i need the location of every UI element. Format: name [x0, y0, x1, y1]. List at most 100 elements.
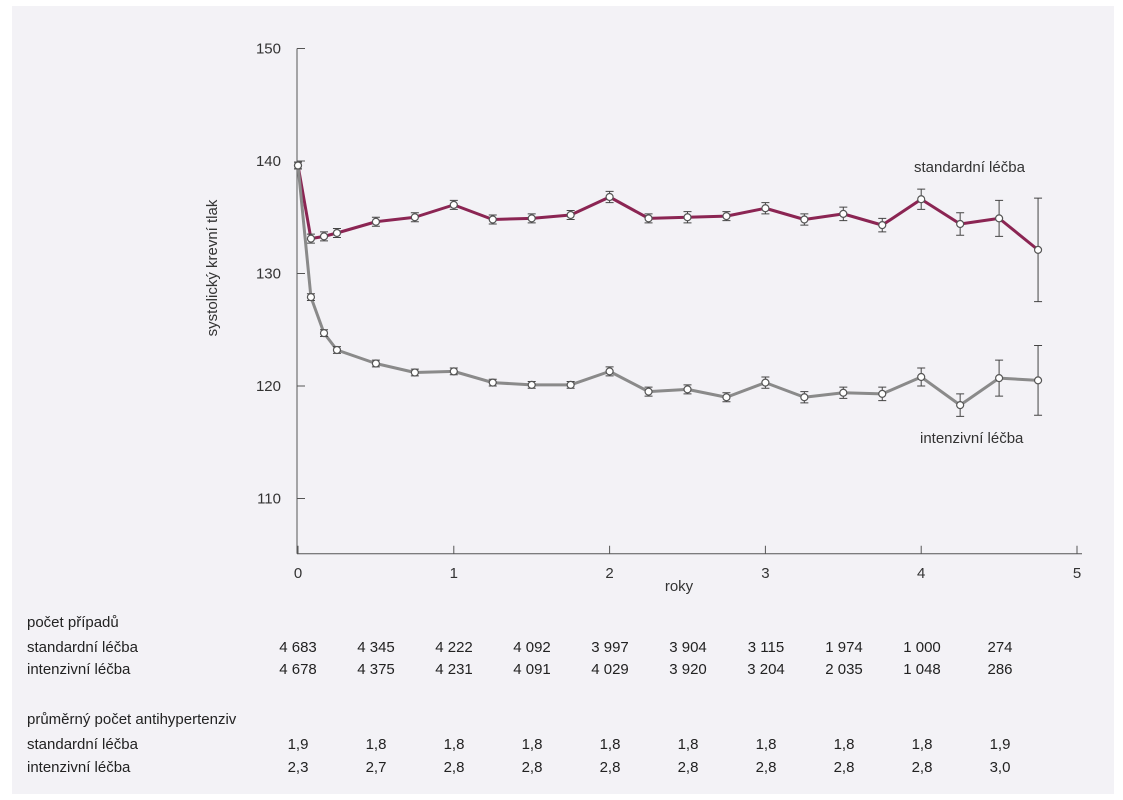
table-cell: 2,8 [911, 759, 933, 776]
data-point [566, 210, 575, 220]
table-cell: 4 222 [435, 639, 473, 656]
data-point [1033, 245, 1043, 254]
data-point [605, 192, 614, 202]
data-point [761, 204, 770, 213]
data-point [839, 209, 848, 218]
table-cell: 4 092 [513, 639, 551, 656]
table-row-label: intenzivní léčba [27, 661, 131, 678]
table-cell: 2,8 [833, 759, 855, 776]
data-point [566, 380, 575, 389]
table-cell: 2,8 [521, 759, 543, 776]
table-cell: 1 048 [903, 661, 941, 678]
table-cell: 1,8 [755, 736, 777, 753]
table-cell: 4 678 [279, 661, 317, 678]
data-point [878, 221, 887, 230]
table-row-label: standardní léčba [27, 639, 138, 656]
x-tick-label: 5 [1073, 565, 1081, 582]
y-axis-label: systolický krevní tlak [204, 199, 221, 336]
data-point [839, 388, 848, 397]
data-point [722, 212, 731, 221]
intensive-series-line [296, 165, 1039, 407]
table-cell: 3 997 [591, 639, 629, 656]
data-point [306, 293, 316, 302]
table-cell: 1,8 [365, 736, 387, 753]
x-tick-label: 2 [605, 565, 613, 582]
table-cell: 3 115 [747, 639, 785, 656]
x-tick-label: 1 [450, 565, 458, 582]
data-point [527, 380, 536, 389]
data-point [449, 367, 458, 376]
data-point [956, 401, 965, 410]
standard-series-label: standardní léčba [914, 159, 1026, 176]
data-point [761, 378, 770, 387]
table-cell: 4 231 [435, 661, 473, 678]
intensive-series-label: intenzivní léčba [920, 430, 1024, 447]
y-tick-label: 150 [256, 41, 281, 58]
data-point [722, 393, 731, 402]
table-cell: 1,8 [677, 736, 699, 753]
table-cell: 4 375 [357, 661, 395, 678]
data-point [994, 214, 1004, 223]
data-point [319, 232, 329, 241]
data-point [994, 374, 1004, 383]
table-cell: 1,8 [521, 736, 543, 753]
data-point [956, 219, 965, 229]
table-cell: 1,9 [989, 736, 1011, 753]
table-cell: 274 [987, 639, 1013, 656]
data-point [527, 214, 536, 223]
cases-table-title: počet případů [27, 614, 119, 631]
table-cell: 2 035 [825, 661, 863, 678]
data-point [306, 234, 316, 243]
data-point [800, 215, 809, 224]
table-cell: 1,8 [443, 736, 465, 753]
standard-series-line [296, 165, 1039, 252]
table-cell: 3 920 [669, 661, 707, 678]
table-cell: 2,8 [677, 759, 699, 776]
table-cell: 2,8 [755, 759, 777, 776]
data-point [1033, 376, 1043, 385]
drugs-table-title: průměrný počet antihypertenziv [27, 711, 237, 728]
table-cell: 3,0 [989, 759, 1011, 776]
data-point [917, 372, 926, 382]
data-point [410, 213, 419, 222]
table-cell: 2,3 [287, 759, 309, 776]
x-tick-label: 4 [917, 565, 925, 582]
data-point [917, 195, 926, 204]
data-point [449, 200, 458, 209]
data-point [683, 213, 692, 222]
table-cell: 1,8 [833, 736, 855, 753]
data-point [605, 367, 614, 376]
table-cell: 1,8 [911, 736, 933, 753]
y-tick-label: 140 [256, 153, 281, 170]
table-cell: 2,8 [443, 759, 465, 776]
table-cell: 3 204 [747, 661, 785, 678]
table-cell: 4 345 [357, 639, 395, 656]
table-cell: 2,7 [365, 759, 387, 776]
data-point [332, 228, 342, 238]
table-cell: 4 091 [513, 661, 551, 678]
table-cell: 1,9 [287, 736, 309, 753]
y-tick-label: 120 [256, 378, 281, 395]
table-cell: 1,8 [599, 736, 621, 753]
table-cell: 2,8 [599, 759, 621, 776]
figure-panel [12, 6, 1114, 794]
data-point [644, 387, 653, 396]
table-cell: 4 029 [591, 661, 629, 678]
data-point [800, 393, 809, 402]
x-tick-label: 3 [761, 565, 769, 582]
data-point [488, 378, 497, 387]
data-point [332, 345, 342, 355]
table-row-label: intenzivní léčba [27, 759, 131, 776]
table-row-label: standardní léčba [27, 736, 138, 753]
data-point [319, 329, 329, 338]
data-point [410, 368, 419, 377]
data-point [293, 161, 303, 170]
data-point [488, 215, 497, 224]
table-cell: 286 [987, 661, 1013, 678]
y-tick-label: 110 [257, 491, 281, 508]
x-axis-label: roky [665, 578, 694, 595]
x-tick-label: 0 [294, 565, 302, 582]
data-point [644, 214, 653, 223]
table-cell: 1 000 [903, 639, 941, 656]
data-point [683, 385, 692, 394]
